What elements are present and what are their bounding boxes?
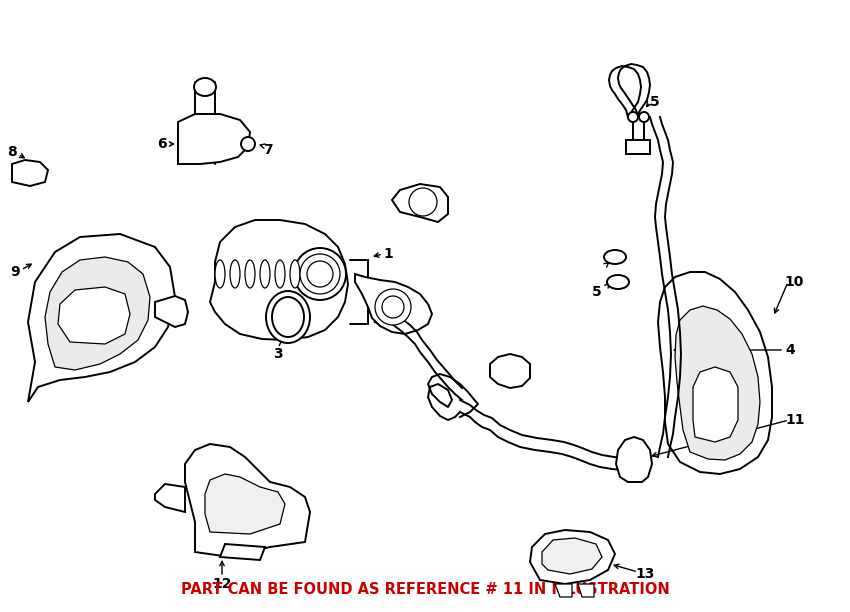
Polygon shape	[12, 160, 48, 186]
Polygon shape	[542, 538, 602, 574]
Circle shape	[639, 112, 649, 122]
Text: 8: 8	[7, 145, 17, 159]
Polygon shape	[616, 437, 652, 482]
Ellipse shape	[320, 260, 330, 288]
Text: PART CAN BE FOUND AS REFERENCE # 11 IN ILLUSTRATION: PART CAN BE FOUND AS REFERENCE # 11 IN I…	[180, 583, 670, 597]
Ellipse shape	[290, 260, 300, 288]
Ellipse shape	[294, 248, 346, 300]
Text: 10: 10	[785, 275, 804, 289]
Polygon shape	[185, 444, 310, 557]
Circle shape	[241, 137, 255, 151]
Polygon shape	[205, 474, 285, 534]
Polygon shape	[675, 306, 760, 460]
Polygon shape	[530, 530, 615, 584]
Circle shape	[628, 112, 638, 122]
Ellipse shape	[275, 260, 285, 288]
Circle shape	[300, 254, 340, 294]
Ellipse shape	[194, 78, 216, 96]
Ellipse shape	[272, 297, 304, 337]
Text: 5: 5	[650, 95, 660, 109]
Ellipse shape	[604, 250, 626, 264]
Text: 13: 13	[635, 567, 655, 581]
Polygon shape	[220, 544, 265, 560]
Polygon shape	[58, 287, 130, 344]
Polygon shape	[578, 584, 594, 597]
Circle shape	[307, 261, 333, 287]
Polygon shape	[210, 220, 348, 340]
Polygon shape	[45, 257, 150, 370]
Ellipse shape	[305, 260, 315, 288]
Text: 4: 4	[785, 343, 795, 357]
Ellipse shape	[215, 260, 225, 288]
Ellipse shape	[266, 291, 310, 343]
Text: 2: 2	[383, 315, 393, 329]
Polygon shape	[693, 367, 738, 442]
Ellipse shape	[230, 260, 240, 288]
Polygon shape	[28, 234, 175, 402]
Polygon shape	[155, 484, 185, 512]
Text: 6: 6	[157, 137, 167, 151]
Ellipse shape	[260, 260, 270, 288]
Polygon shape	[178, 114, 250, 164]
Circle shape	[375, 289, 411, 325]
Polygon shape	[658, 272, 772, 474]
Text: 7: 7	[264, 143, 273, 157]
Polygon shape	[392, 184, 448, 222]
Text: 9: 9	[10, 265, 20, 279]
Polygon shape	[355, 274, 432, 334]
Polygon shape	[555, 584, 572, 597]
Text: 5: 5	[592, 285, 602, 299]
Text: 12: 12	[212, 577, 232, 591]
Polygon shape	[155, 296, 188, 327]
Text: 1: 1	[383, 247, 393, 261]
Text: 3: 3	[273, 347, 283, 361]
FancyBboxPatch shape	[626, 140, 650, 154]
Circle shape	[409, 188, 437, 216]
Circle shape	[382, 296, 404, 318]
Ellipse shape	[245, 260, 255, 288]
Text: 11: 11	[785, 413, 805, 427]
Ellipse shape	[607, 275, 629, 289]
Polygon shape	[490, 354, 530, 388]
